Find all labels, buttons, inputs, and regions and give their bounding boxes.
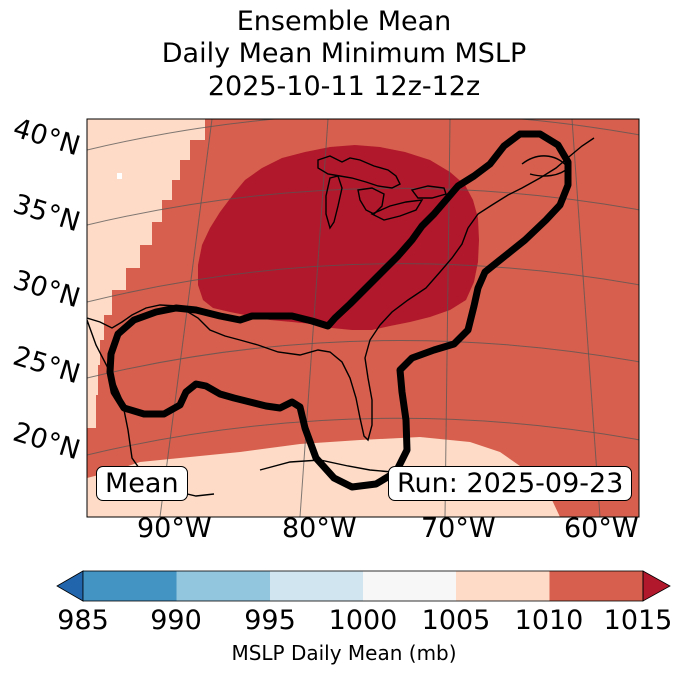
colorbar-segment-1005-1010 xyxy=(456,571,550,601)
threshold-contour xyxy=(106,130,572,491)
colorbar-tick-1000: 1000 xyxy=(328,605,398,636)
lon-label-70w: 70°W xyxy=(421,513,496,544)
colorbar-tick-1015: 1015 xyxy=(603,605,673,636)
mean-label-box: Mean xyxy=(96,466,188,501)
colorbar-label: MSLP Daily Mean (mb) xyxy=(231,641,457,665)
run-date-label-box: Run: 2025-09-23 xyxy=(388,466,633,501)
colorbar-tick-990: 990 xyxy=(150,605,202,636)
colorbar-tick-1010: 1010 xyxy=(514,605,584,636)
colorbar-over-extension xyxy=(642,570,671,602)
colorbar-under-extension xyxy=(56,570,84,602)
colorbar-segment-1000-1005 xyxy=(363,571,456,601)
map-frame xyxy=(86,118,640,518)
colorbar-tick-985: 985 xyxy=(57,605,109,636)
colorbar xyxy=(56,570,671,602)
colorbar-segment-990-995 xyxy=(176,571,270,601)
colorbar-segment-995-1000 xyxy=(270,571,363,601)
colorbar-tick-995: 995 xyxy=(244,605,296,636)
pressure-field-1005-1010-west xyxy=(87,119,205,428)
colorbar-outline xyxy=(82,570,644,602)
title-line-1: Ensemble Mean xyxy=(236,6,452,37)
great-lakes xyxy=(317,155,447,230)
colorbar-segment-985-990 xyxy=(83,571,177,601)
lon-label-60w: 60°W xyxy=(564,513,639,544)
missing-data-speck xyxy=(117,173,122,179)
title-line-2: Daily Mean Minimum MSLP xyxy=(161,38,527,69)
lon-label-90w: 90°W xyxy=(137,513,212,544)
colorbar-segment-1010-1015 xyxy=(549,571,643,601)
title-line-3: 2025-10-11 12z-12z xyxy=(207,71,481,102)
pressure-field-above-1015 xyxy=(198,145,479,330)
map-panel xyxy=(87,119,639,517)
colorbar-tick-1005: 1005 xyxy=(421,605,491,636)
lon-label-80w: 80°W xyxy=(282,513,357,544)
